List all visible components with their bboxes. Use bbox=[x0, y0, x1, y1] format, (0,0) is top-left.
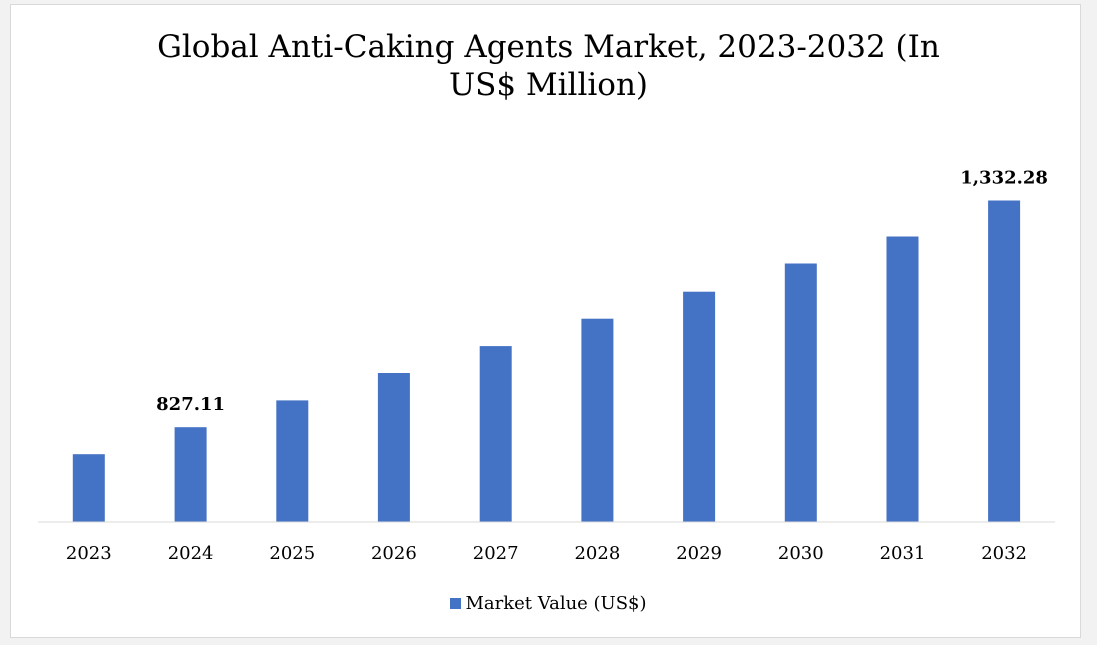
chart-title: Global Anti-Caking Agents Market, 2023-2… bbox=[0, 28, 1097, 104]
chart-title-line-1: Global Anti-Caking Agents Market, 2023-2… bbox=[157, 29, 940, 65]
bar-2031 bbox=[886, 236, 919, 522]
legend-swatch bbox=[450, 598, 462, 609]
data-labels: 827.11 1,332.28 bbox=[156, 168, 1048, 416]
x-tick-label-2025: 2025 bbox=[269, 543, 315, 564]
x-tick-label-2027: 2027 bbox=[473, 543, 519, 564]
x-tick-label-2029: 2029 bbox=[676, 543, 722, 564]
legend-label: Market Value (US$) bbox=[465, 593, 647, 614]
data-label-2024: 827.11 bbox=[156, 394, 225, 415]
x-tick-label-2023: 2023 bbox=[66, 543, 112, 564]
bar-2029 bbox=[683, 291, 716, 522]
bar-2026 bbox=[377, 373, 410, 522]
x-tick-label-2030: 2030 bbox=[778, 543, 824, 564]
x-tick-labels: 2023 2024 2025 2026 2027 2028 2029 2030 2031 2032 bbox=[66, 543, 1027, 564]
x-tick-label-2032: 2032 bbox=[981, 543, 1027, 564]
bar-2028 bbox=[581, 318, 614, 522]
x-tick-label-2028: 2028 bbox=[574, 543, 620, 564]
bar-2025 bbox=[276, 400, 309, 522]
chart-title-line-2: US$ Million) bbox=[448, 67, 649, 103]
bars-layer bbox=[72, 200, 1021, 522]
legend: Market Value (US$) bbox=[0, 593, 1097, 615]
bar-2024 bbox=[174, 427, 207, 522]
data-label-2032: 1,332.28 bbox=[960, 168, 1048, 189]
bar-2023 bbox=[72, 454, 105, 522]
x-tick-label-2026: 2026 bbox=[371, 543, 417, 564]
x-tick-label-2024: 2024 bbox=[168, 543, 214, 564]
bar-2030 bbox=[784, 263, 817, 522]
bar-2032 bbox=[988, 200, 1021, 522]
bar-2027 bbox=[479, 346, 512, 522]
x-tick-label-2031: 2031 bbox=[880, 543, 926, 564]
